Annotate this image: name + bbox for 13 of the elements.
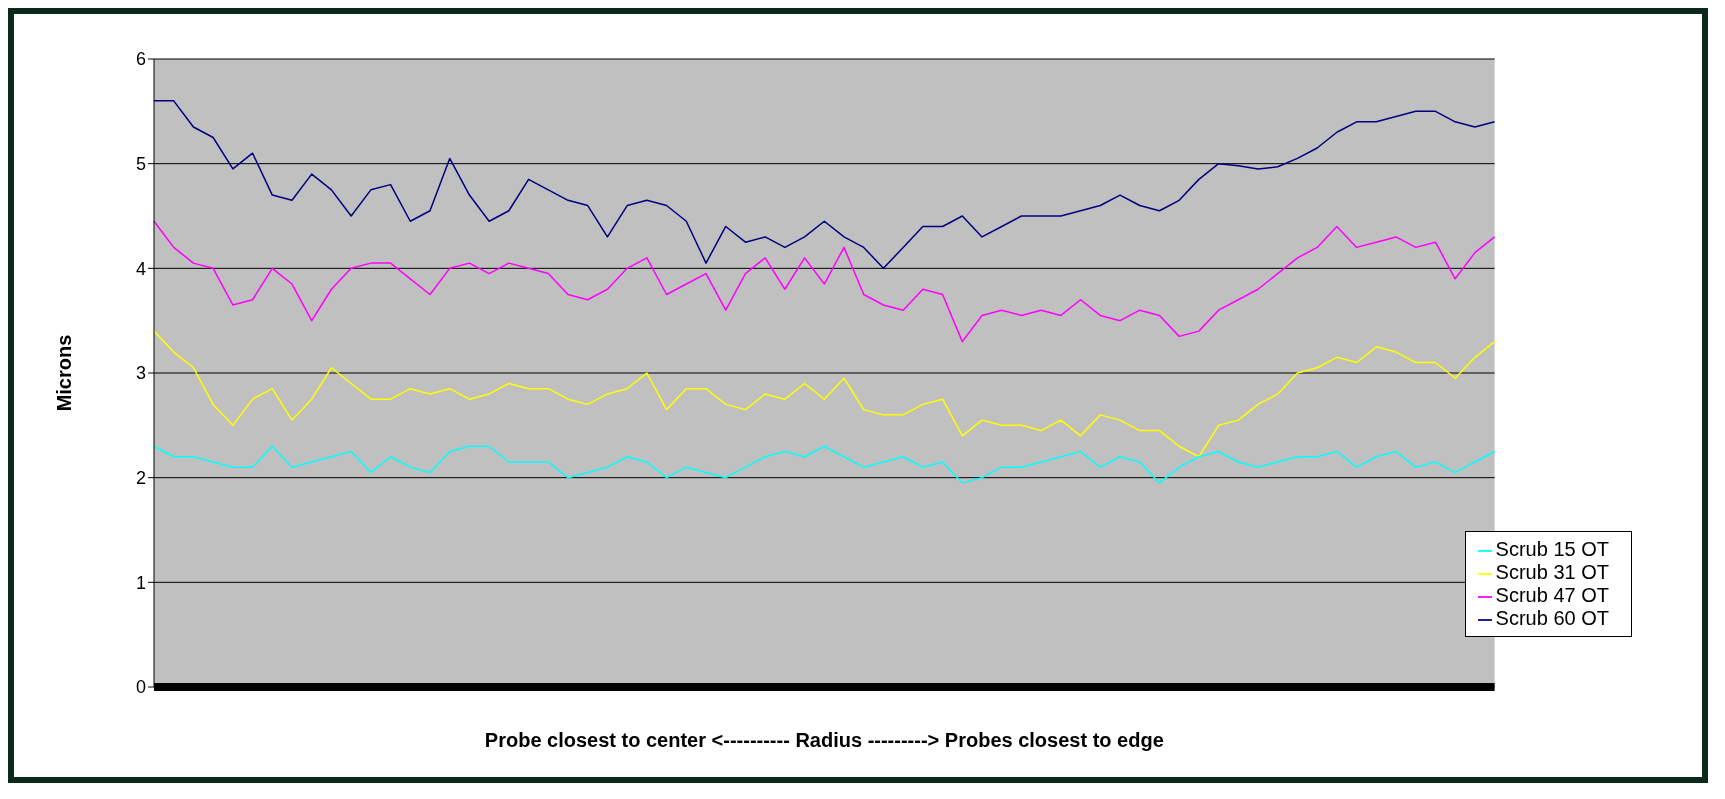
y-tick-label: 2 — [135, 468, 146, 489]
y-tick-label: 1 — [135, 572, 146, 593]
y-axis-title: Microns — [53, 334, 76, 412]
x-axis-title: Probe closest to center <---------- Radius ---------> Probes closest to edge — [484, 729, 1164, 751]
y-tick-label: 5 — [135, 154, 146, 175]
legend-label: Scrub 60 OT — [1495, 607, 1609, 629]
legend-label: Scrub 15 OT — [1495, 538, 1609, 560]
legend-label: Scrub 47 OT — [1495, 584, 1609, 606]
y-tick-label: 0 — [135, 677, 146, 698]
y-tick-label: 3 — [135, 363, 146, 384]
y-tick-label: 4 — [135, 258, 146, 279]
legend-label: Scrub 31 OT — [1495, 561, 1609, 583]
y-tick-label: 6 — [135, 49, 146, 70]
